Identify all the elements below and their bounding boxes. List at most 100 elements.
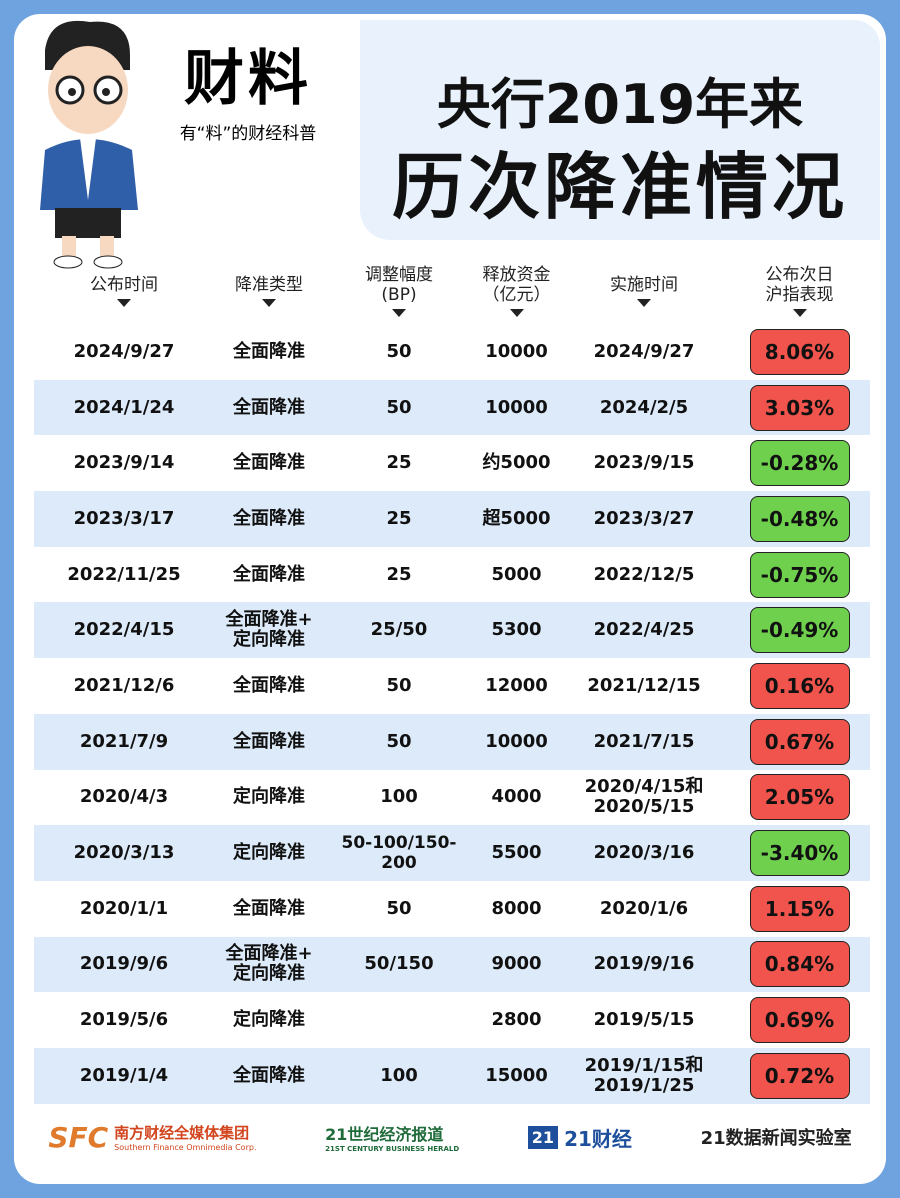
title-line: 央行2019年来 bbox=[436, 73, 804, 136]
cell-text: 12000 bbox=[485, 674, 548, 696]
cell: 50 bbox=[324, 341, 474, 362]
cell: 全面降准 bbox=[214, 564, 324, 585]
cell-text: 2022/4/15 bbox=[73, 619, 175, 641]
cell-text: 2020/3/13 bbox=[73, 842, 175, 864]
cell: 50 bbox=[324, 730, 474, 752]
cell-text: 2024/2/5 bbox=[599, 396, 689, 418]
arrow bbox=[509, 309, 524, 317]
cell: 2024/2/5 bbox=[559, 396, 729, 418]
cell-text: 50 bbox=[386, 730, 412, 752]
cell: 定向降准 bbox=[214, 1010, 324, 1030]
performance: -0.49% bbox=[749, 607, 850, 654]
sfc: SFC bbox=[48, 1120, 109, 1154]
performance: 2.05% bbox=[749, 774, 850, 821]
header-text: 降准类型 bbox=[235, 275, 303, 295]
brand-name: 财料 bbox=[184, 44, 312, 114]
table-row: 2021/12/6 全面降准 50 12000 2021/12/15 0.16% bbox=[34, 658, 870, 714]
cell: 2024/1/24 bbox=[34, 397, 214, 418]
header-text: 沪指表现 bbox=[765, 285, 834, 305]
cell: 全面降准 bbox=[214, 397, 324, 418]
performance: 0.69% bbox=[749, 997, 850, 1044]
cell: 9000 bbox=[474, 954, 559, 974]
table-row: 2019/1/4 全面降准 100 15000 2019/1/15和 2019/1/25 0… bbox=[34, 1047, 870, 1104]
title-box: 央行2019年来 历次降准情况 bbox=[360, 20, 880, 240]
cell: 2023/9/15 bbox=[559, 453, 729, 473]
cell: 5500 bbox=[474, 843, 559, 863]
cell-text: 2019/1/25 bbox=[593, 1074, 695, 1096]
cell-text: 2021/12/15 bbox=[587, 674, 701, 696]
header-text: 释放资金 bbox=[482, 265, 551, 285]
cell-text: 2023/3/17 bbox=[73, 507, 175, 529]
cell-text: 50/150 bbox=[364, 953, 434, 975]
cell-text: 10000 bbox=[485, 730, 548, 752]
cell: 全面降准 bbox=[214, 453, 324, 473]
cell: 1.15% bbox=[729, 885, 870, 932]
cell: 0.16% bbox=[729, 662, 870, 709]
table: 公布时间 降准类型 调整幅度 (BP) 释放资金 （亿元） 实施时间 公布次日 沪指表现 2024… bbox=[34, 258, 870, 1104]
cell-text: 全面降准 bbox=[233, 452, 305, 474]
table-row: 2020/3/13 定向降准 50-100/150-200 5500 2020/3/16… bbox=[34, 825, 870, 881]
cell-text: 2019/9/6 bbox=[79, 953, 169, 975]
cell-text: 15000 bbox=[485, 1064, 548, 1086]
cell: 25/50 bbox=[324, 620, 474, 640]
cell-text: 全面降准+ bbox=[225, 609, 313, 631]
sfc-name: 南方财经全媒体集团 bbox=[114, 1124, 250, 1142]
table-row: 2024/1/24 全面降准 50 10000 2024/2/5 3.03% bbox=[34, 379, 870, 436]
performance: -0.75% bbox=[749, 551, 850, 598]
performance: 1.15% bbox=[749, 885, 850, 932]
table-row: 2019/9/6 全面降准+ 定向降准 50/150 9000 2019/9/16 0.84… bbox=[34, 936, 870, 993]
arrow bbox=[792, 309, 807, 317]
cell: 50 bbox=[324, 898, 474, 919]
table-row: 2019/5/6 定向降准 2800 2019/5/15 0.69% bbox=[34, 992, 870, 1048]
cell: 2021/7/15 bbox=[559, 730, 729, 752]
mascot bbox=[40, 20, 138, 269]
cell: 15000 bbox=[474, 1064, 559, 1086]
cell-text: 2019/5/15 bbox=[593, 1009, 695, 1031]
cell-text: 2019/1/4 bbox=[79, 1064, 169, 1086]
cell-text: 定向降准 bbox=[233, 786, 305, 808]
cell-text: 定向降准 bbox=[233, 1009, 305, 1031]
cell-text: 2019/1/15和 bbox=[584, 1054, 704, 1076]
cell: 2023/3/17 bbox=[34, 507, 214, 529]
table-row: 2022/4/15 全面降准+ 定向降准 25/50 5300 2022/4/25 -0.4… bbox=[34, 602, 870, 659]
performance: 0.84% bbox=[749, 941, 850, 988]
cell: 50 bbox=[324, 397, 474, 418]
herald-en: 21ST CENTURY BUSINESS HERALD bbox=[325, 1145, 460, 1153]
cell-text: 2022/12/5 bbox=[593, 563, 695, 585]
header-text: 公布次日 bbox=[765, 265, 834, 285]
performance: 0.72% bbox=[749, 1052, 850, 1099]
cell: 0.69% bbox=[729, 997, 870, 1044]
cell-text: 2021/7/15 bbox=[593, 730, 695, 752]
cell: 2.05% bbox=[729, 774, 870, 821]
cell-text: 9000 bbox=[491, 953, 542, 975]
cell-text: 2020/5/15 bbox=[593, 796, 695, 818]
performance: -0.28% bbox=[749, 440, 850, 487]
header-text: (BP) bbox=[381, 285, 417, 305]
cell: 10000 bbox=[474, 397, 559, 418]
cell-text: 2022/4/25 bbox=[593, 619, 695, 641]
cell-text: 全面降准+ bbox=[225, 943, 313, 965]
caijing: 21财经 bbox=[564, 1126, 632, 1151]
table-row: 2021/7/9 全面降准 50 10000 2021/7/15 0.67% bbox=[34, 713, 870, 770]
cell: 12000 bbox=[474, 674, 559, 696]
cell: 10000 bbox=[474, 341, 559, 362]
cell: 定向降准 bbox=[214, 843, 324, 863]
cell: 4000 bbox=[474, 787, 559, 807]
cell: 2020/1/1 bbox=[34, 898, 214, 919]
cell-text: 2020/4/15和 bbox=[584, 776, 704, 798]
cell: 2021/7/9 bbox=[34, 730, 214, 752]
cell: 定向降准 bbox=[214, 787, 324, 807]
cell-text: 2019/5/6 bbox=[79, 1009, 169, 1031]
cell-text: 定向降准 bbox=[233, 629, 305, 651]
cell-text: 5000 bbox=[491, 563, 542, 585]
cell-text: 全面降准 bbox=[233, 674, 305, 696]
cell: 全面降准 bbox=[214, 898, 324, 919]
table-row: 2022/11/25 全面降准 25 5000 2022/12/5 -0.75% bbox=[34, 547, 870, 603]
cell: 2020/4/3 bbox=[34, 787, 214, 807]
cell-text: 2023/9/15 bbox=[593, 452, 695, 474]
cell: 2020/3/13 bbox=[34, 843, 214, 863]
cell-text: 2022/11/25 bbox=[67, 563, 181, 585]
cell-text: 2021/12/6 bbox=[73, 674, 175, 696]
cell: 10000 bbox=[474, 730, 559, 752]
cell-text: 2021/7/9 bbox=[79, 730, 169, 752]
